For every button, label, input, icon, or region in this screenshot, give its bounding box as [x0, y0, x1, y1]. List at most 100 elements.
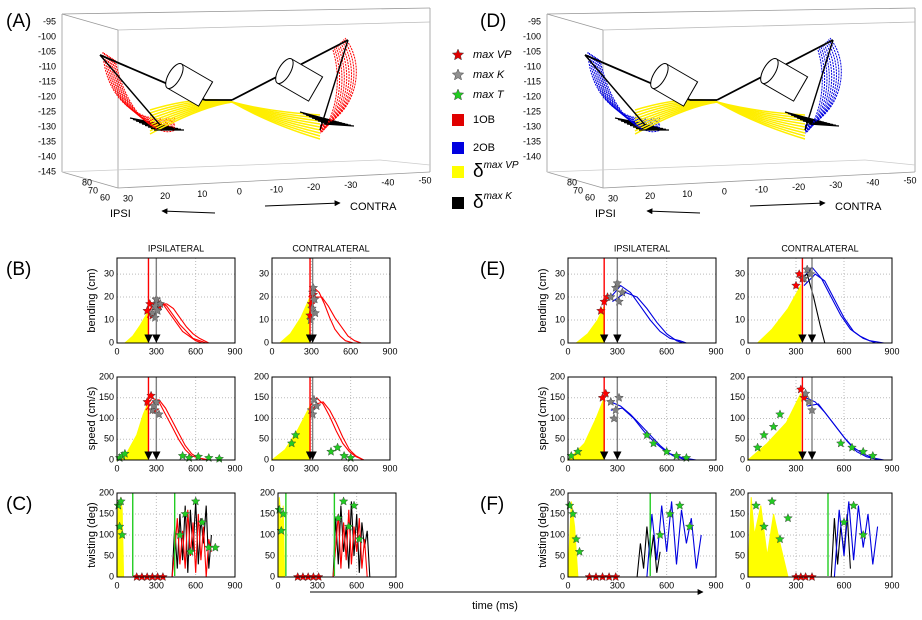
subplot-title: CONTRALATERAL — [781, 243, 858, 253]
direction-arrow — [646, 208, 701, 215]
point — [759, 521, 769, 531]
y-tick-label: 100 — [550, 413, 565, 423]
y-tick-label: 200 — [99, 487, 114, 497]
x-tick-label: 900 — [382, 346, 397, 356]
y-tick-label: 20 — [735, 291, 745, 301]
y-tick-label: 200 — [730, 371, 745, 381]
box-edge — [61, 171, 119, 189]
point — [185, 546, 196, 556]
panel-label: (E) — [480, 259, 505, 280]
y-tick-label: 50 — [259, 434, 269, 444]
y-axis-label: speed (cm/s) — [537, 387, 549, 451]
point — [858, 529, 869, 540]
y-tick-label: 50 — [735, 550, 745, 560]
y-tick-label: 80 — [567, 177, 577, 187]
box-edge — [117, 171, 431, 189]
point — [768, 421, 779, 431]
point — [116, 496, 126, 506]
point — [759, 430, 769, 440]
x-tick-label: 20 — [160, 191, 170, 201]
box-edge — [61, 13, 119, 31]
legend-text: 1OB — [473, 114, 495, 126]
z-tick-label: -105 — [523, 46, 541, 56]
direction-label: IPSI — [110, 208, 131, 220]
point — [674, 500, 685, 510]
point — [177, 450, 188, 460]
y-tick-label: 0 — [740, 337, 745, 347]
trajectory — [319, 48, 340, 133]
x-axis-label: time (ms) — [472, 600, 518, 612]
y-tick-label: 80 — [82, 177, 92, 187]
y-axis-label: speed (cm/s) — [86, 387, 98, 451]
point — [868, 450, 878, 460]
trajectory — [105, 53, 176, 123]
point — [326, 446, 336, 456]
x-tick-label: -30 — [344, 180, 357, 190]
point — [145, 298, 155, 309]
z-tick-label: -120 — [523, 91, 541, 101]
z-tick-label: -95 — [43, 16, 56, 26]
point — [606, 396, 616, 406]
z-tick-label: -105 — [38, 46, 56, 56]
trajectory — [804, 42, 835, 129]
y-tick-label: 200 — [99, 371, 114, 381]
y-tick-label: 50 — [104, 550, 114, 560]
point — [210, 542, 221, 552]
direction-arrow — [749, 200, 826, 207]
y-tick-label: 0 — [109, 337, 114, 347]
x-tick-label: 30 — [608, 193, 618, 203]
line — [800, 273, 826, 344]
z-tick-label: -100 — [38, 31, 56, 41]
point — [751, 500, 761, 510]
x-tick-label: 0 — [275, 580, 280, 590]
x-tick-label: 0 — [565, 580, 570, 590]
point — [617, 287, 627, 297]
point — [197, 517, 208, 527]
plot-area — [748, 258, 892, 343]
x-tick-label: 0 — [114, 580, 119, 590]
box-edge — [379, 159, 431, 166]
trajectory — [149, 101, 321, 140]
axes-frame — [567, 257, 717, 344]
box-edge — [117, 21, 431, 31]
axes-frame — [567, 492, 717, 578]
point — [142, 396, 152, 406]
x-tick-label: 0 — [269, 463, 274, 473]
plot-area — [272, 258, 390, 343]
point — [767, 496, 777, 506]
y-tick-label: 150 — [730, 508, 745, 518]
y-tick-label: 50 — [265, 550, 275, 560]
direction-arrow — [264, 200, 341, 207]
y-tick-label: 100 — [550, 529, 565, 539]
line — [309, 401, 365, 461]
line — [610, 284, 687, 344]
plot-3d: -95-100-105-110-115-120-125-130-135-1403… — [523, 7, 917, 220]
x-tick-label: 300 — [610, 346, 625, 356]
point — [796, 384, 806, 394]
x-tick-label: 900 — [388, 580, 403, 590]
z-tick-label: -135 — [38, 136, 56, 146]
point — [848, 500, 859, 510]
axes-frame — [271, 257, 391, 344]
x-tick-label: 900 — [708, 463, 723, 473]
y-tick-label: 0 — [560, 337, 565, 347]
x-tick-label: 900 — [884, 580, 899, 590]
y-tick-label: 60 — [585, 192, 595, 202]
x-tick-label: 600 — [659, 580, 674, 590]
y-tick-label: 0 — [264, 337, 269, 347]
x-tick-label: 0 — [722, 187, 727, 197]
point — [193, 451, 204, 461]
box-edge — [546, 7, 916, 15]
y-tick-label: 10 — [259, 314, 269, 324]
y-tick-label: 0 — [264, 454, 269, 464]
y-tick-label: 0 — [560, 571, 565, 581]
legend-symbol: δ — [473, 161, 484, 182]
y-tick-label: 200 — [260, 487, 275, 497]
cylinder-end — [650, 63, 669, 89]
x-tick-label: -10 — [755, 184, 768, 194]
y-tick-label: 60 — [100, 192, 110, 202]
point — [775, 534, 785, 544]
point — [114, 521, 125, 531]
z-tick-label: -125 — [38, 106, 56, 116]
